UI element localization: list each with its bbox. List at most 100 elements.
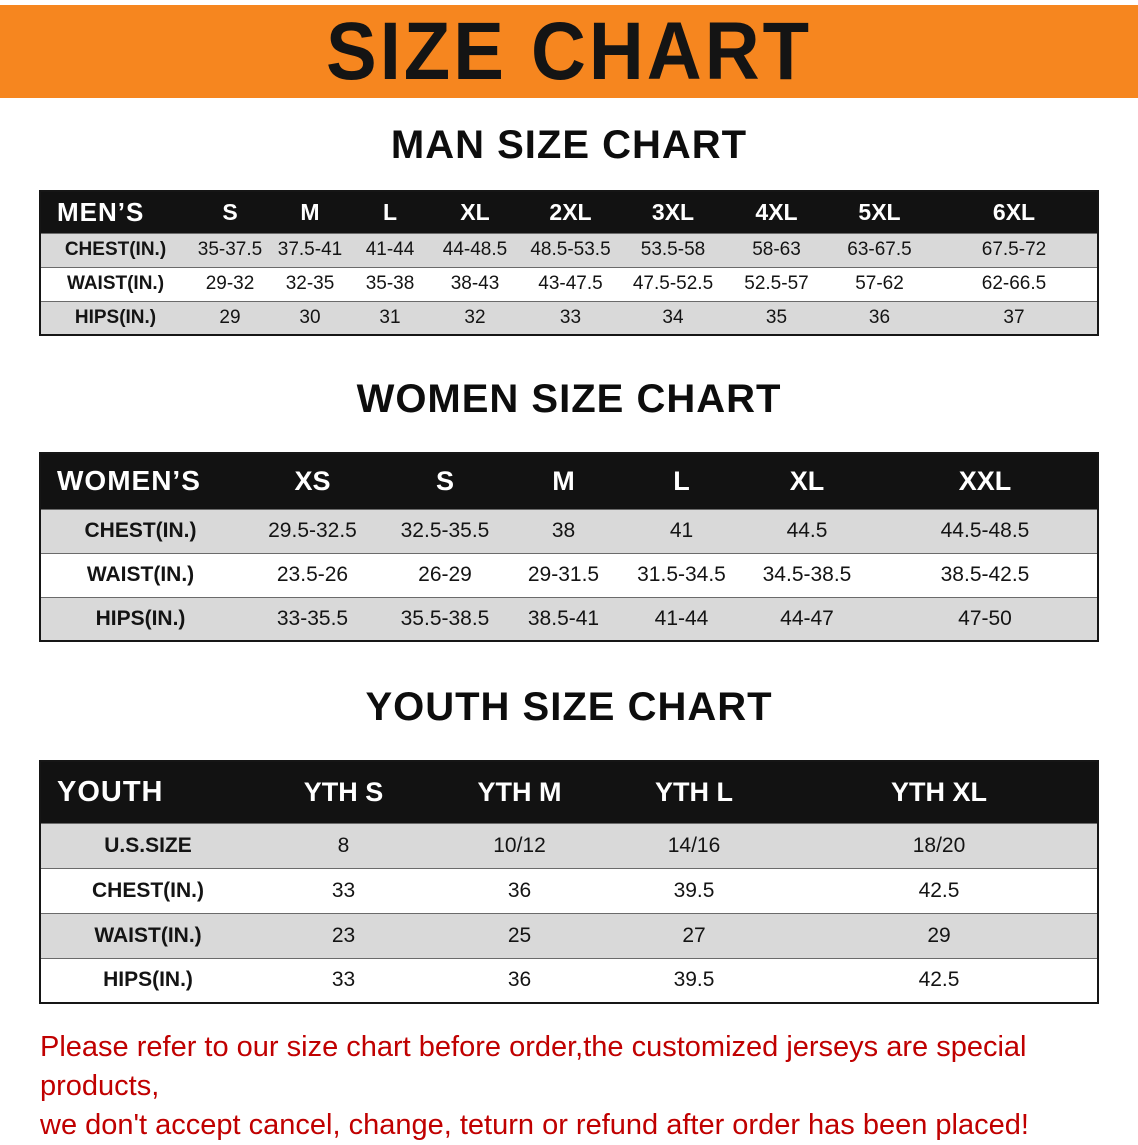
disclaimer: Please refer to our size chart before or… xyxy=(0,1028,1138,1145)
men-section: MAN SIZE CHART MEN’S S M L XL 2XL 3XL 4X… xyxy=(0,122,1138,336)
size-cell: 23.5-26 xyxy=(276,563,349,586)
size-cell: 44.5-48.5 xyxy=(940,519,1030,542)
size-cell: 29 xyxy=(927,923,951,947)
youth-size-table: YOUTH YTH S YTH M YTH L YTH XL U.S.SIZE … xyxy=(39,760,1099,1004)
size-cell: 30 xyxy=(299,306,321,328)
size-cell: 25 xyxy=(507,923,532,947)
men-size-header: 6XL xyxy=(992,198,1036,225)
size-cell: 52.5-57 xyxy=(744,273,809,294)
women-size-header: XS xyxy=(294,465,331,496)
row-label: HIPS(IN.) xyxy=(103,968,193,992)
men-row-chest: CHEST(IN.) 35-37.5 37.5-41 41-44 44-48.5… xyxy=(40,233,1098,267)
youth-heading: YOUTH SIZE CHART xyxy=(365,685,773,729)
disclaimer-line-2: we don't accept cancel, change, teturn o… xyxy=(40,1109,1029,1142)
size-cell: 33 xyxy=(559,306,582,328)
row-label: CHEST(IN.) xyxy=(92,878,204,902)
women-size-header: XXL xyxy=(958,465,1012,496)
size-cell: 37 xyxy=(1003,306,1025,328)
size-cell: 63-67.5 xyxy=(847,239,912,260)
size-cell: 41-44 xyxy=(365,239,415,260)
women-row-waist: WAIST(IN.) 23.5-26 26-29 29-31.5 31.5-34… xyxy=(40,553,1098,597)
size-cell: 44-47 xyxy=(780,606,834,630)
size-cell: 42.5 xyxy=(918,968,960,992)
men-size-header: XL xyxy=(460,198,490,225)
women-row-hips: HIPS(IN.) 33-35.5 35.5-38.5 38.5-41 41-4… xyxy=(40,597,1098,641)
size-cell: 58-63 xyxy=(752,239,801,260)
size-cell: 33-35.5 xyxy=(276,606,349,630)
size-cell: 32 xyxy=(464,306,486,328)
size-cell: 26-29 xyxy=(418,563,472,586)
men-size-header: L xyxy=(382,198,398,225)
women-corner-label: WOMEN’S xyxy=(57,465,201,497)
size-cell: 48.5-53.5 xyxy=(530,239,611,260)
size-cell: 35.5-38.5 xyxy=(400,606,490,630)
size-cell: 42.5 xyxy=(918,878,960,902)
row-label: WAIST(IN.) xyxy=(94,923,202,947)
size-cell: 57-62 xyxy=(855,273,904,294)
size-cell: 35 xyxy=(765,306,788,328)
men-size-header: S xyxy=(222,198,238,225)
women-size-header: M xyxy=(552,465,575,496)
women-header-row: WOMEN’S XS S M L XL XXL xyxy=(40,453,1098,509)
youth-row-waist: WAIST(IN.) 23 25 27 29 xyxy=(40,913,1098,958)
women-size-header: XL xyxy=(789,465,825,496)
size-cell: 33 xyxy=(331,878,356,902)
youth-header-row: YOUTH YTH S YTH M YTH L YTH XL xyxy=(40,761,1098,823)
men-row-waist: WAIST(IN.) 29-32 32-35 35-38 38-43 43-47… xyxy=(40,267,1098,301)
size-cell: 10/12 xyxy=(493,833,546,857)
youth-row-hips: HIPS(IN.) 33 36 39.5 42.5 xyxy=(40,958,1098,1003)
size-cell: 44-48.5 xyxy=(442,239,508,260)
size-cell: 32-35 xyxy=(285,273,335,294)
size-cell: 38 xyxy=(551,519,576,542)
women-section: WOMEN SIZE CHART WOMEN’S XS S M L XL XXL xyxy=(0,376,1138,642)
size-cell: 53.5-58 xyxy=(640,239,706,260)
women-row-chest: CHEST(IN.) 29.5-32.5 32.5-35.5 38 41 44.… xyxy=(40,509,1098,553)
men-heading: MAN SIZE CHART xyxy=(390,123,748,167)
size-cell: 33 xyxy=(331,968,356,992)
banner: SIZE CHART xyxy=(0,5,1138,98)
row-label: CHEST(IN.) xyxy=(84,519,197,542)
size-cell: 43-47.5 xyxy=(538,273,603,294)
size-cell: 47-50 xyxy=(958,606,1012,630)
row-label: HIPS(IN.) xyxy=(74,306,157,328)
size-cell: 37.5-41 xyxy=(277,239,343,260)
men-header-row: MEN’S S M L XL 2XL 3XL 4XL 5XL 6XL xyxy=(40,191,1098,233)
page-title: SIZE CHART xyxy=(326,5,812,97)
row-label: CHEST(IN.) xyxy=(64,239,167,260)
women-heading: WOMEN SIZE CHART xyxy=(356,377,782,421)
youth-corner-label: YOUTH xyxy=(57,775,164,808)
men-corner-label: MEN’S xyxy=(57,196,145,227)
size-cell: 36 xyxy=(507,878,532,902)
size-cell: 44.5 xyxy=(786,519,828,542)
youth-section: YOUTH SIZE CHART YOUTH YTH S YTH M YTH L… xyxy=(0,684,1138,1004)
size-cell: 29-32 xyxy=(205,273,255,294)
row-label: WAIST(IN.) xyxy=(86,563,195,586)
youth-size-header: YTH M xyxy=(477,776,562,807)
size-cell: 41-44 xyxy=(654,606,709,630)
size-cell: 36 xyxy=(868,306,891,328)
youth-size-header: YTH XL xyxy=(890,776,987,807)
size-cell: 8 xyxy=(337,833,350,857)
size-cell: 29-31.5 xyxy=(527,563,600,586)
size-cell: 31 xyxy=(379,306,401,328)
size-cell: 34 xyxy=(662,306,684,328)
youth-size-header: YTH L xyxy=(655,776,733,807)
row-label: HIPS(IN.) xyxy=(95,606,186,630)
size-cell: 62-66.5 xyxy=(981,273,1047,294)
size-cell: 36 xyxy=(507,968,532,992)
women-size-table: WOMEN’S XS S M L XL XXL CHEST(IN.) 29.5-… xyxy=(39,452,1099,642)
women-size-header: L xyxy=(673,465,690,496)
size-cell: 27 xyxy=(682,923,706,947)
size-cell: 23 xyxy=(331,923,356,947)
youth-row-ussize: U.S.SIZE 8 10/12 14/16 18/20 xyxy=(40,823,1098,868)
disclaimer-line-1: Please refer to our size chart before or… xyxy=(40,1031,1027,1103)
size-cell: 47.5-52.5 xyxy=(632,273,714,294)
men-size-header: 2XL xyxy=(549,198,592,225)
size-cell: 14/16 xyxy=(667,833,721,857)
size-cell: 38.5-42.5 xyxy=(940,563,1030,586)
size-cell: 38.5-41 xyxy=(527,606,600,630)
men-row-hips: HIPS(IN.) 29 30 31 32 33 34 35 36 37 xyxy=(40,301,1098,335)
size-cell: 18/20 xyxy=(912,833,966,857)
row-label: WAIST(IN.) xyxy=(66,273,165,294)
size-cell: 38-43 xyxy=(450,273,500,294)
